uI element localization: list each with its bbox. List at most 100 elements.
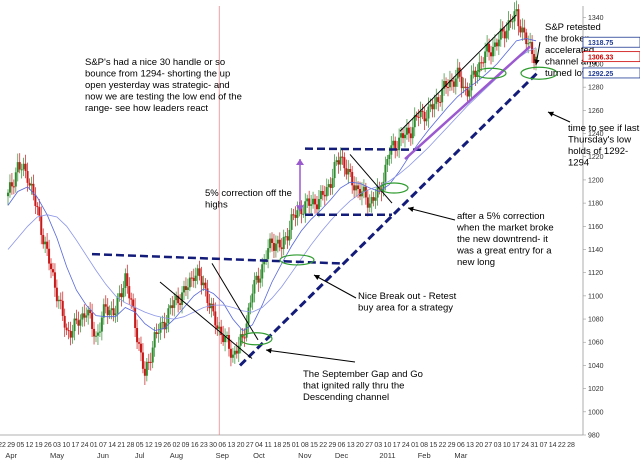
candle-body [171, 305, 174, 308]
annotation-retested-line: S&P retested [545, 22, 601, 33]
candle-body [331, 178, 334, 188]
candle-body [89, 309, 92, 314]
annotation-bounce-line: S&P's had a nice 30 handle or so [85, 57, 225, 68]
candle-body [26, 171, 29, 183]
candle-body [253, 279, 256, 294]
candle-body [30, 183, 33, 186]
x-month-label: Mar [454, 451, 467, 460]
moving-average-fast-line [7, 38, 537, 332]
candle-body [491, 46, 494, 57]
candle-body [175, 295, 178, 301]
candle-body [314, 198, 317, 205]
candle-body [321, 190, 324, 195]
candle-body [325, 187, 328, 197]
x-tick-label: 13 [347, 442, 355, 449]
x-tick-label: 22 [319, 442, 327, 449]
candle-body [468, 90, 471, 97]
x-tick-label: 07 [99, 442, 107, 449]
candle-body [357, 185, 360, 189]
candle-body [472, 70, 475, 75]
annotation-retested-line: turned lower [545, 68, 597, 79]
candle-body [452, 81, 455, 87]
after-correction-arrow [407, 207, 456, 221]
candle-body [139, 343, 142, 353]
candle-body [130, 298, 133, 300]
candle-body [343, 157, 346, 169]
candle-body [184, 286, 187, 290]
candle-body [120, 293, 123, 298]
candle-body [521, 27, 524, 33]
x-tick-label: 14 [108, 442, 116, 449]
moving-averages [7, 38, 537, 332]
x-tick-label: 10 [384, 442, 392, 449]
candle-body [216, 325, 219, 329]
candle-body [359, 188, 361, 197]
candle-body [345, 168, 348, 175]
candle-body [497, 39, 500, 47]
candle-body [186, 287, 189, 290]
candle-body [233, 350, 236, 355]
x-month-label: Jun [97, 451, 109, 460]
candle-body [153, 332, 156, 348]
rising-support-trendline [238, 72, 539, 367]
candle-body [202, 282, 205, 286]
candle-body [32, 183, 35, 195]
annotation-bounce-line: bounce from 1294- shorting the up [85, 69, 230, 80]
candle-body [441, 88, 444, 103]
candle-body [181, 292, 184, 305]
candle-body [464, 86, 467, 88]
y-tick-label: 1220 [588, 154, 604, 161]
candle-body [271, 238, 273, 243]
candle-body [466, 86, 469, 97]
x-month-label: Aug [170, 451, 183, 460]
annotation-bounce-line: now we are testing the low end of the [85, 92, 242, 103]
candle-body [10, 182, 13, 187]
candle-body [282, 236, 285, 250]
correction-arrow-down [296, 205, 304, 212]
annotation-after-correction-line: after a 5% correction [457, 211, 545, 222]
candle-body [310, 204, 313, 206]
annotation-time-to-see-line: Thursday's low [568, 135, 631, 146]
candle-body [18, 162, 21, 170]
candle-body [493, 42, 496, 47]
candle-body [529, 42, 532, 44]
candle-body [386, 158, 389, 165]
candle-body [333, 162, 336, 179]
candle-body [317, 199, 320, 210]
candle-body [362, 186, 365, 192]
y-tick-label: 1080 [588, 317, 604, 324]
candle-body [372, 197, 375, 201]
candle-body [302, 213, 305, 215]
candle-body [179, 303, 182, 305]
candle-body [515, 9, 518, 12]
annotation-bounce-line: range- see how leaders react [85, 103, 208, 114]
candle-body [458, 67, 461, 77]
candle-body [147, 361, 150, 363]
annotation-time-to-see-line: time to see if last [568, 123, 640, 134]
candle-body [370, 197, 373, 204]
candle-body [411, 127, 414, 139]
candle-body [403, 134, 406, 139]
candle-body [292, 214, 295, 216]
range-top-line [304, 147, 423, 152]
candle-body [112, 308, 115, 316]
y-tick-label: 1260 [588, 108, 604, 115]
candle-body [519, 26, 522, 33]
annotation-retested-line: channel and [545, 57, 597, 68]
x-tick-label: 29 [448, 442, 456, 449]
candle-body [431, 104, 434, 110]
breakout-arrow-head [314, 275, 320, 280]
candle-body [143, 368, 146, 376]
annotation-retested-line: accelerated [545, 45, 594, 56]
candle-body [533, 54, 536, 64]
candle-body [138, 342, 141, 344]
candle-body [220, 326, 223, 336]
candle-body [437, 97, 440, 102]
candle-body [259, 278, 262, 283]
descending-channel-lower [211, 263, 259, 341]
candle-body [132, 299, 135, 308]
candle-body [296, 210, 299, 218]
x-tick-label: 22 [0, 442, 6, 449]
candle-body [71, 331, 74, 338]
candle-body [388, 154, 391, 159]
